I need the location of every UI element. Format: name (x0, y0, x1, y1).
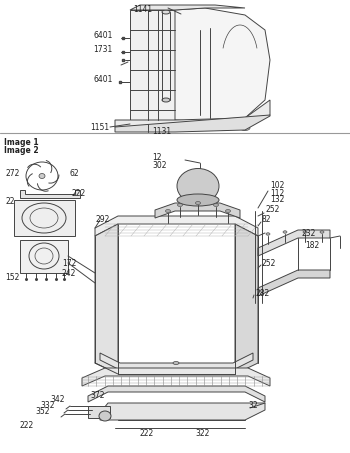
Text: 1151: 1151 (90, 124, 109, 132)
Ellipse shape (240, 125, 250, 130)
Ellipse shape (320, 231, 324, 233)
Ellipse shape (266, 233, 270, 235)
Polygon shape (115, 115, 270, 132)
Polygon shape (115, 100, 270, 130)
Text: 32: 32 (248, 401, 258, 410)
Ellipse shape (177, 203, 182, 207)
Text: 222: 222 (140, 429, 154, 438)
Text: 172: 172 (62, 259, 76, 268)
Ellipse shape (180, 125, 190, 130)
Ellipse shape (177, 194, 219, 206)
Polygon shape (100, 403, 265, 420)
Ellipse shape (166, 209, 170, 212)
Text: 1131: 1131 (152, 126, 171, 135)
Text: 342: 342 (50, 395, 64, 405)
Ellipse shape (196, 202, 201, 204)
Text: 302: 302 (152, 162, 167, 170)
Text: Image 1: Image 1 (4, 138, 38, 147)
Polygon shape (88, 406, 110, 418)
Ellipse shape (99, 411, 111, 421)
Ellipse shape (220, 125, 230, 130)
Ellipse shape (39, 173, 45, 178)
Ellipse shape (140, 125, 150, 130)
Polygon shape (14, 200, 75, 236)
Text: 6401: 6401 (93, 76, 112, 85)
Text: 82: 82 (262, 216, 272, 225)
Text: 332: 332 (40, 401, 55, 410)
Text: 322: 322 (195, 429, 209, 438)
Polygon shape (82, 368, 270, 386)
Text: 132: 132 (270, 196, 284, 204)
Text: 372: 372 (90, 391, 105, 400)
Text: 152: 152 (5, 274, 19, 283)
Ellipse shape (214, 203, 218, 207)
Ellipse shape (160, 125, 170, 130)
Ellipse shape (225, 209, 231, 212)
Text: 272: 272 (5, 169, 19, 178)
Text: 252: 252 (262, 259, 276, 268)
Ellipse shape (162, 98, 170, 102)
Polygon shape (175, 8, 270, 122)
Ellipse shape (200, 125, 210, 130)
Text: 252: 252 (265, 206, 279, 215)
Polygon shape (130, 10, 175, 120)
Polygon shape (20, 240, 68, 273)
Polygon shape (95, 216, 258, 236)
Text: 182: 182 (305, 241, 319, 250)
Ellipse shape (303, 231, 307, 233)
Ellipse shape (173, 361, 179, 365)
Text: 12: 12 (152, 154, 161, 163)
Ellipse shape (162, 10, 170, 14)
Text: 1731: 1731 (93, 45, 112, 54)
Text: 282: 282 (255, 289, 269, 298)
Polygon shape (258, 230, 330, 256)
Polygon shape (88, 386, 265, 402)
Text: 1141: 1141 (133, 5, 152, 14)
Polygon shape (95, 224, 118, 374)
Text: 6401: 6401 (93, 32, 112, 40)
Text: 102: 102 (270, 182, 284, 191)
Text: 22: 22 (5, 197, 14, 206)
Polygon shape (20, 190, 80, 198)
Polygon shape (155, 203, 240, 218)
Text: 62: 62 (70, 169, 80, 178)
Text: Image 2: Image 2 (4, 146, 38, 155)
Ellipse shape (283, 231, 287, 233)
Text: 352: 352 (35, 408, 49, 416)
Polygon shape (130, 5, 245, 10)
Text: 232: 232 (301, 228, 315, 237)
Text: 242: 242 (62, 269, 76, 278)
Polygon shape (100, 353, 253, 370)
Text: 222: 222 (20, 421, 34, 430)
Text: 112: 112 (270, 188, 284, 198)
Text: 292: 292 (95, 216, 109, 225)
Ellipse shape (177, 169, 219, 203)
Text: 222: 222 (72, 189, 86, 198)
Polygon shape (258, 270, 330, 296)
Polygon shape (235, 224, 258, 374)
